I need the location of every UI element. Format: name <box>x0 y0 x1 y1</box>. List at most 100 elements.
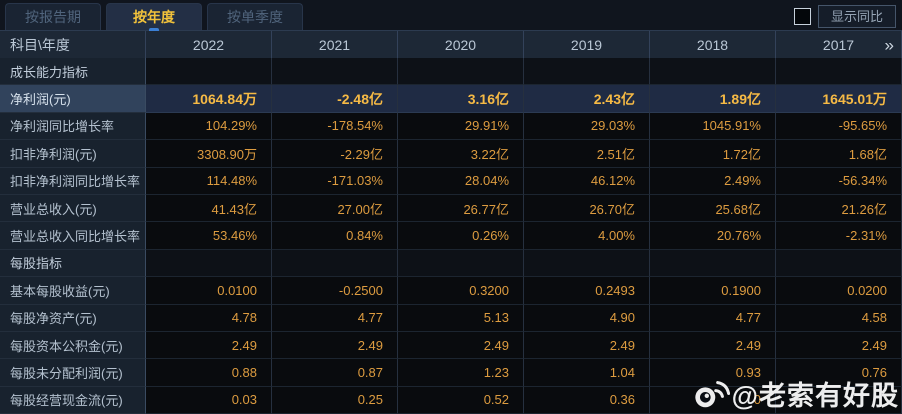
row-value: 41.43亿 <box>146 194 272 223</box>
row-value: 104.29% <box>146 112 272 141</box>
year-header-label: 2017 <box>822 36 855 53</box>
year-header-2022: 2022 <box>146 31 272 58</box>
table-row: 每股指标 <box>0 249 902 278</box>
row-value: 1.04 <box>524 359 650 387</box>
row-label: 基本每股收益(元) <box>0 277 146 305</box>
year-header-2019: 2019 <box>524 31 650 58</box>
tab-single-quarter[interactable]: 按单季度 <box>207 3 303 30</box>
row-value <box>650 249 776 278</box>
row-value: 5.13 <box>398 304 524 332</box>
row-value: 2.49 <box>146 331 272 360</box>
table-row: 营业总收入同比增长率 53.46% 0.84% 0.26% 4.00% 20.76% -2.… <box>0 222 902 250</box>
row-value: -0.2500 <box>272 277 398 305</box>
row-value: 0.76 <box>776 359 902 387</box>
row-value <box>524 249 650 278</box>
row-value: 0.1900 <box>650 277 776 305</box>
table-row: 扣非净利润(元) 3308.90万 -2.29亿 3.22亿 2.51亿 1.72亿 1.6… <box>0 140 902 168</box>
table-row: 基本每股收益(元) 0.0100 -0.2500 0.3200 0.2493 0.1900… <box>0 277 902 305</box>
row-value: -2.29亿 <box>272 140 398 168</box>
row-label: 净利润同比增长率 <box>0 112 146 141</box>
row-value <box>776 386 902 414</box>
row-value <box>272 249 398 278</box>
table-header-row: 科目\年度 2022 2021 2020 2019 2018 2017 » <box>0 30 902 58</box>
row-label: 营业总收入同比增长率 <box>0 222 146 250</box>
row-value: -178.54% <box>272 112 398 141</box>
table-row: 成长能力指标 <box>0 58 902 86</box>
row-value: 0.25 <box>272 386 398 414</box>
row-value: 0.3200 <box>398 277 524 305</box>
table-row: 每股未分配利润(元) 0.88 0.87 1.23 1.04 0.93 0.76 <box>0 359 902 387</box>
row-label: 成长能力指标 <box>0 58 146 86</box>
row-value: 21.26亿 <box>776 194 902 223</box>
row-value <box>272 58 398 86</box>
row-value: 1645.01万 <box>776 85 902 113</box>
year-header-2020: 2020 <box>398 31 524 58</box>
row-value: 0.0200 <box>776 277 902 305</box>
row-label: 每股未分配利润(元) <box>0 359 146 387</box>
row-value: 0.87 <box>272 359 398 387</box>
row-value: 1.89亿 <box>650 85 776 113</box>
show-yoy-label[interactable]: 显示同比 <box>817 5 896 28</box>
row-value: 53.46% <box>146 222 272 250</box>
table-row: 每股净资产(元) 4.78 4.77 5.13 4.90 4.77 4.58 <box>0 304 902 332</box>
row-value: -2.48亿 <box>272 85 398 113</box>
row-value: 4.00% <box>524 222 650 250</box>
row-label: 每股指标 <box>0 249 146 278</box>
row-value <box>524 58 650 86</box>
row-value <box>146 249 272 278</box>
row-value: 0.88 <box>146 359 272 387</box>
row-value: 2.49 <box>776 331 902 360</box>
more-columns-chevron-icon[interactable]: » <box>884 35 894 54</box>
row-value: 4.78 <box>146 304 272 332</box>
row-value: 0.36 <box>524 386 650 414</box>
show-yoy-checkbox[interactable] <box>793 8 811 25</box>
row-value: 26.70亿 <box>524 194 650 223</box>
row-label: 每股资本公积金(元) <box>0 331 146 360</box>
row-value: 20.76% <box>650 222 776 250</box>
row-value: 0.52 <box>398 386 524 414</box>
row-value <box>650 58 776 86</box>
row-value <box>146 58 272 86</box>
row-value <box>776 249 902 278</box>
row-label: 营业总收入(元) <box>0 194 146 223</box>
row-value: 26.77亿 <box>398 194 524 223</box>
row-value: -95.65% <box>776 112 902 141</box>
row-value: 3.22亿 <box>398 140 524 168</box>
row-value: 4.77 <box>272 304 398 332</box>
year-header-2021: 2021 <box>272 31 398 58</box>
row-value: 2.49 <box>524 331 650 360</box>
row-label: 扣非净利润(元) <box>0 140 146 168</box>
tab-report-period[interactable]: 按报告期 <box>5 3 101 30</box>
year-header-2018: 2018 <box>650 31 776 58</box>
row-value: 0.93 <box>650 359 776 387</box>
row-label: 每股净资产(元) <box>0 304 146 332</box>
row-value: 0 <box>650 386 776 414</box>
row-value <box>398 249 524 278</box>
row-value: 29.03% <box>524 112 650 141</box>
row-value: 29.91% <box>398 112 524 141</box>
table-row: 每股经营现金流(元) 0.03 0.25 0.52 0.36 0 <box>0 386 902 414</box>
row-value: 2.49 <box>398 331 524 360</box>
row-value: 4.77 <box>650 304 776 332</box>
row-value <box>398 58 524 86</box>
row-value: -171.03% <box>272 167 398 195</box>
tab-annual[interactable]: 按年度 <box>106 3 202 30</box>
row-value: 0.84% <box>272 222 398 250</box>
row-value: 3.16亿 <box>398 85 524 113</box>
row-value: 3308.90万 <box>146 140 272 168</box>
row-value: 1064.84万 <box>146 85 272 113</box>
table-row: 扣非净利润同比增长率 114.48% -171.03% 28.04% 46.12% 2.4… <box>0 167 902 195</box>
row-value: 2.49 <box>650 331 776 360</box>
row-value: 4.58 <box>776 304 902 332</box>
row-value: 46.12% <box>524 167 650 195</box>
corner-header: 科目\年度 <box>0 31 146 58</box>
row-value: -56.34% <box>776 167 902 195</box>
row-value <box>776 58 902 86</box>
row-value: 0.0100 <box>146 277 272 305</box>
row-value: 25.68亿 <box>650 194 776 223</box>
table-row: 营业总收入(元) 41.43亿 27.00亿 26.77亿 26.70亿 25.68亿 21… <box>0 194 902 223</box>
row-label: 扣非净利润同比增长率 <box>0 167 146 195</box>
table-row: 每股资本公积金(元) 2.49 2.49 2.49 2.49 2.49 2.49 <box>0 331 902 360</box>
row-value: 27.00亿 <box>272 194 398 223</box>
